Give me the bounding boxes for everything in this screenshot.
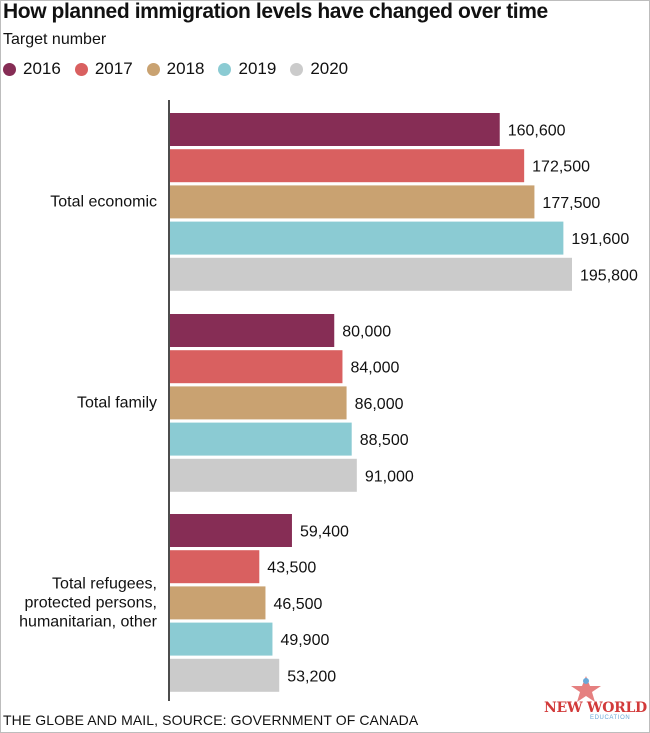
- bar-2019: [170, 422, 352, 456]
- legend-label-2020: 2020: [310, 59, 349, 78]
- bar-value-label: 177,500: [542, 195, 600, 212]
- chart-subtitle: Target number: [3, 31, 107, 48]
- category-label: Total family: [77, 395, 157, 412]
- legend-item-2020: 2020: [290, 59, 348, 79]
- bar-value-label: 80,000: [342, 324, 391, 341]
- bar-value-label: 172,500: [532, 159, 590, 176]
- star-figure-icon: [571, 676, 601, 702]
- category-label: Total economic: [50, 194, 157, 211]
- legend-label-2016: 2016: [23, 59, 61, 78]
- logo-text: NEW WORLD: [544, 700, 647, 716]
- category-label: Total refugees, protected persons, humanit…: [19, 576, 158, 631]
- legend-item-2018: 2018: [146, 59, 205, 79]
- legend-item-2017: 2017: [74, 59, 133, 79]
- bar-value-label: 43,500: [267, 560, 316, 577]
- bar-value-label: 88,500: [360, 432, 409, 449]
- bar-value-label: 91,000: [365, 468, 414, 485]
- bar-2016: [170, 314, 335, 347]
- bar-value-label: 59,400: [300, 524, 349, 541]
- bar-value-label: 84,000: [350, 360, 399, 377]
- bar-2017: [170, 550, 260, 584]
- bar-2018: [170, 386, 347, 420]
- bar-2016: [170, 113, 500, 146]
- legend-label-2017: 2017: [94, 59, 133, 78]
- legend: 2016 2017 2018 2019 2020: [3, 58, 362, 80]
- bar-2018: [170, 185, 535, 219]
- bar-chart: 160,600 172,500 177,500 191,600 195,800 Total…: [19, 100, 638, 701]
- legend-label-2019: 2019: [238, 59, 277, 78]
- bar-2019: [170, 622, 273, 656]
- source-note: THE GLOBE AND MAIL, SOURCE: GOVERNMENT O…: [3, 712, 419, 728]
- category-group: 59,400 43,500 46,500 49,900 53,200 Total refu…: [19, 514, 349, 692]
- category-group: 80,000 84,000 86,000 88,500 91,000 Total fami…: [77, 314, 414, 492]
- bar-2018: [170, 586, 266, 620]
- chart-title: How planned immigration levels have chan…: [3, 0, 548, 23]
- bar-2017: [170, 350, 343, 384]
- bar-2020: [170, 257, 572, 291]
- legend-swatch-2018: [146, 62, 160, 76]
- bar-2019: [170, 221, 564, 255]
- bar-value-label: 46,500: [273, 596, 322, 613]
- bar-2020: [170, 658, 280, 692]
- legend-swatch-2016: [3, 62, 16, 76]
- bar-2016: [170, 514, 292, 547]
- legend-swatch-2019: [218, 62, 232, 76]
- bar-value-label: 160,600: [508, 123, 566, 140]
- logo-subtext: EDUCATION: [590, 715, 631, 721]
- bar-value-label: 195,800: [580, 267, 638, 284]
- bar-2017: [170, 149, 525, 183]
- bar-value-label: 191,600: [571, 231, 629, 248]
- legend-item-2016: 2016: [3, 59, 61, 79]
- bar-value-label: 53,200: [287, 668, 336, 685]
- bar-value-label: 49,900: [280, 632, 329, 649]
- bar-2020: [170, 458, 357, 492]
- legend-swatch-2017: [74, 62, 88, 76]
- legend-label-2018: 2018: [166, 59, 205, 78]
- legend-swatch-2020: [290, 62, 304, 76]
- legend-item-2019: 2019: [218, 59, 276, 79]
- new-world-education-logo: NEW WORLD EDUCATION: [540, 674, 647, 721]
- bar-value-label: 86,000: [355, 396, 404, 413]
- category-group: 160,600 172,500 177,500 191,600 195,800 Total…: [50, 113, 638, 291]
